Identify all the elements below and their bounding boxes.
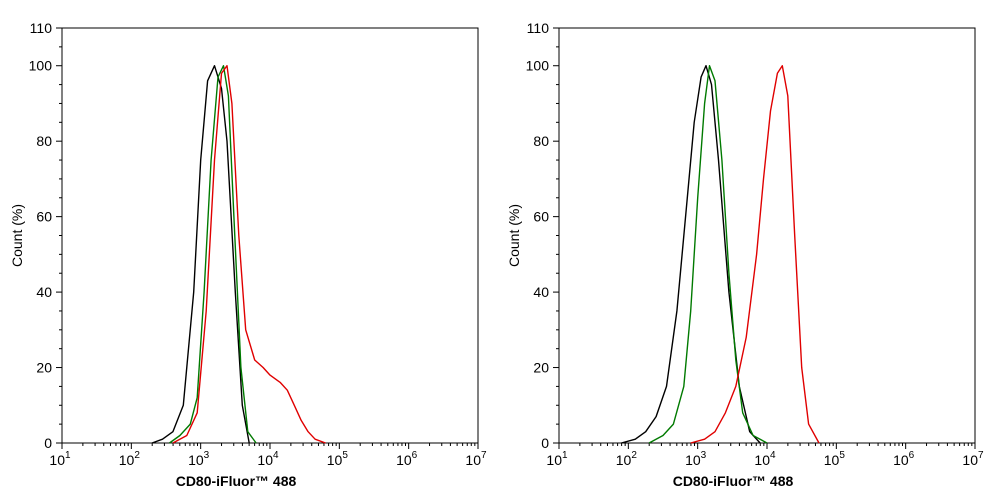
chart-left: 0 20 40 60 80 100 110 101 102 103 104 105 106 107 Coun… (9, 20, 487, 489)
x-tick-label: 103 (685, 450, 707, 468)
histogram-panel-left: 0 20 40 60 80 100 110 101 102 103 104 105 106 107 Coun… (9, 20, 487, 489)
y-tick-label: 80 (533, 133, 549, 149)
y-tick-label: 100 (29, 58, 53, 74)
x-tick-label: 101 (546, 450, 568, 468)
x-tick-label: 103 (188, 450, 210, 468)
series-line-green (648, 64, 768, 444)
y-tick-label: 110 (30, 20, 53, 36)
x-tick-label: 104 (754, 450, 776, 468)
y-tick-label: 60 (36, 209, 52, 225)
series-line-red (690, 64, 820, 444)
x-tick-label: 107 (962, 450, 984, 468)
x-tick-label: 102 (616, 450, 638, 468)
plot-frame (558, 27, 976, 444)
series-line-red (172, 64, 326, 444)
x-tick-label: 106 (893, 450, 915, 468)
y-tick-label: 20 (533, 360, 549, 376)
y-tick-label: 20 (36, 360, 52, 376)
y-tick-label: 80 (36, 133, 52, 149)
x-tick-label: 101 (49, 450, 71, 468)
y-tick-label: 100 (526, 58, 550, 74)
y-tick-label: 0 (44, 435, 52, 451)
series-line-green (169, 64, 257, 444)
y-axis-label: Count (%) (9, 204, 25, 267)
plot-frame (61, 27, 479, 444)
y-tick-label: 60 (533, 209, 549, 225)
x-tick-label: 106 (396, 450, 418, 468)
x-tick-label: 104 (257, 450, 279, 468)
chart-right: 0 20 40 60 80 100 110 101 102 103 104 105 106 107 Coun… (506, 20, 984, 489)
series-line-black (151, 64, 250, 444)
x-axis-label: CD80-iFluor™ 488 (176, 473, 297, 489)
y-tick-label: 110 (527, 20, 550, 36)
y-tick-label: 40 (36, 284, 52, 300)
x-tick-label: 107 (465, 450, 487, 468)
x-tick-label: 102 (119, 450, 141, 468)
x-tick-label: 105 (327, 450, 349, 468)
histogram-panel-right: 0 20 40 60 80 100 110 101 102 103 104 105 106 107 Coun… (497, 0, 994, 501)
x-axis-label: CD80-iFluor™ 488 (673, 473, 794, 489)
x-tick-label: 105 (824, 450, 846, 468)
y-tick-label: 0 (541, 435, 549, 451)
y-axis-label: Count (%) (506, 204, 522, 267)
y-tick-label: 40 (533, 284, 549, 300)
